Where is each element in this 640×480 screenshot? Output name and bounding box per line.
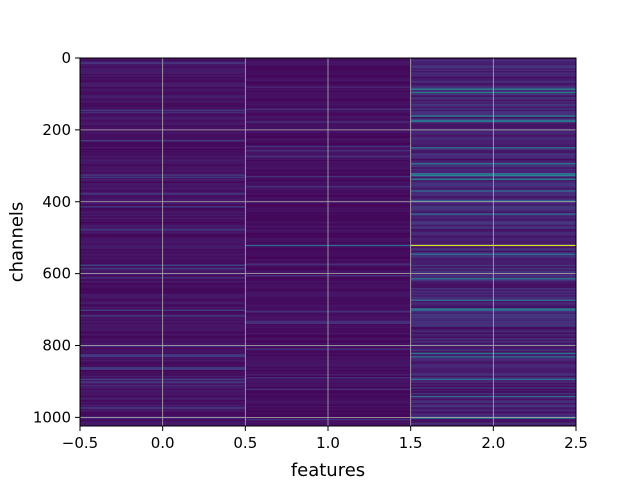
y-tick-label: 800 [42,337,71,355]
x-tick-label: 1.0 [316,434,340,452]
y-tick-label: 600 [42,265,71,283]
y-tick-label: 1000 [33,408,71,426]
x-axis-label: features [291,460,365,480]
x-tick-label: 1.5 [399,434,423,452]
y-tick-label: 200 [42,121,71,139]
x-tick-label: 2.0 [481,434,505,452]
y-axis-label: channels [6,202,27,283]
x-tick-label: −0.5 [62,434,98,452]
y-tick-label: 0 [61,49,71,67]
x-tick-label: 2.5 [564,434,588,452]
x-tick-label: 0.0 [151,434,175,452]
y-tick-label: 400 [42,193,71,211]
axis-ticks: −0.5 0.0 0.5 1.0 1.5 2.0 2.5 0 200 400 600 800 1000 [33,49,588,452]
x-tick-label: 0.5 [233,434,257,452]
